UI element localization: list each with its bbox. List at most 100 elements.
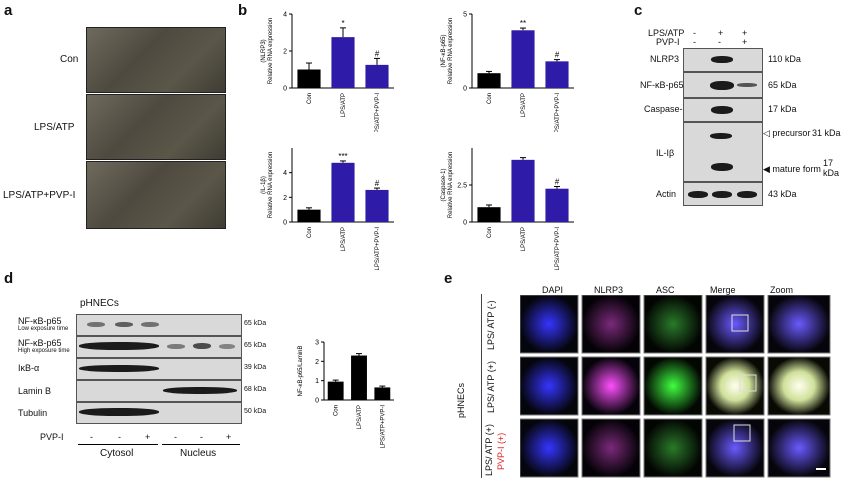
blot-label: NF-κB-p65	[18, 338, 62, 348]
bar	[365, 64, 389, 88]
bar	[365, 189, 389, 222]
panel-label-e: e	[444, 270, 453, 287]
y-tick-label: 0	[463, 220, 467, 227]
gene-label: (Caspase-1)	[441, 168, 447, 201]
y-axis-label: Relative RNA expression	[448, 18, 454, 84]
significance-mark: #	[555, 51, 560, 60]
x-tick-label: LPS/ATP+PVP-I	[375, 227, 381, 270]
blot-label: Lamin B	[18, 386, 52, 396]
x-tick-label: Con	[307, 227, 313, 238]
gene-label: (IL-1β)	[261, 176, 267, 194]
bar	[327, 381, 344, 400]
blot-sublabel: Low exposure time	[18, 326, 69, 332]
y-tick-label: 3	[315, 340, 319, 347]
sign: +	[742, 37, 748, 47]
y-axis-label: NF-κB-p65/LaminB	[298, 345, 304, 396]
x-tick-label: Con	[307, 93, 313, 104]
blot-label: IL-Iβ	[656, 148, 675, 158]
bar	[477, 73, 501, 88]
if-r1-nlrp3	[581, 295, 641, 354]
chart-b3: 0 2 4 Relative RNA expression(IL-1β) Con *** L…	[261, 148, 394, 270]
significance-mark: **	[520, 19, 526, 28]
y-tick-label: 1	[315, 378, 319, 385]
sign: -	[693, 28, 696, 38]
col-label-zoom: Zoom	[770, 285, 794, 295]
y-axis-label: Relative RNA expression	[448, 152, 454, 218]
col-label-asc: ASC	[656, 285, 675, 295]
x-tick-label: LPS/ATP	[341, 93, 347, 117]
bar	[297, 69, 321, 88]
row-label-3: LPS/ ATP (+)	[484, 424, 494, 476]
x-tick-label: LPS/ATP+PVP-I	[555, 93, 561, 132]
zoom-box	[731, 314, 749, 332]
if-r1-dapi	[520, 295, 579, 354]
bar	[511, 30, 535, 89]
x-tick-label: LPS/ATP+PVP-I	[375, 93, 381, 132]
x-tick-label: LPS/ATP	[521, 93, 527, 117]
bar	[297, 209, 321, 222]
bracket-nucleus	[162, 444, 240, 445]
blot-il1b	[683, 122, 763, 182]
bar	[374, 387, 391, 400]
kda-label: 39 kDa	[244, 364, 267, 371]
x-tick-label: LPS/ATP	[521, 227, 527, 251]
if-r2-nlrp3	[581, 356, 641, 416]
sign: +	[718, 28, 724, 38]
x-tick-label: LPS/ATP+PVP-I	[380, 405, 386, 449]
sign: -	[693, 37, 696, 47]
panel-label-a: a	[4, 2, 13, 19]
row-label-2: LPS/ ATP (+)	[486, 361, 496, 413]
blot-label: NLRP3	[650, 54, 680, 64]
sign: -	[90, 432, 93, 442]
blot-d-nfkb-low	[76, 314, 242, 336]
if-r1-asc	[643, 295, 703, 354]
y-tick-label: 0	[283, 220, 287, 227]
bar	[545, 188, 569, 222]
if-r3-asc	[643, 418, 703, 478]
bar	[351, 355, 367, 400]
significance-mark: *	[341, 19, 344, 28]
treat-label-lps: LPS/ATP	[648, 28, 685, 38]
blot-label: IκB-α	[18, 363, 40, 373]
sign: -	[174, 432, 177, 442]
kda-label: 65 kDa	[244, 342, 267, 349]
col-label-nlrp3: NLRP3	[594, 285, 624, 295]
blot-label: Actin	[656, 189, 677, 199]
y-tick-label: 2	[283, 49, 287, 56]
gene-label: (NLRP3)	[261, 39, 267, 62]
if-r3-merge	[705, 418, 765, 478]
bar	[545, 61, 569, 88]
if-r3-dapi	[520, 418, 579, 478]
treat-label-pvp: PVP-I	[656, 37, 680, 47]
blot-nfkb	[683, 72, 763, 98]
x-tick-label: Con	[334, 405, 340, 416]
col-label-dapi: DAPI	[542, 285, 564, 295]
blot-actin	[683, 182, 763, 206]
y-tick-label: 4	[283, 12, 287, 19]
mature-label: ◀ mature form	[763, 164, 821, 174]
bar	[331, 162, 355, 222]
row-label-3-pvp: PVP-I (+)	[496, 432, 506, 470]
if-r2-asc	[643, 356, 703, 416]
kda-label: 50 kDa	[244, 408, 267, 415]
kda-label: 110 kDa	[768, 54, 801, 64]
x-tick-label: Con	[487, 93, 493, 104]
kda-label: 17 kDa	[768, 104, 797, 114]
row-label-con: Con	[60, 54, 79, 65]
y-tick-label: 0	[283, 86, 287, 93]
y-tick-label: 5	[463, 12, 467, 19]
micrograph-lps-atp	[86, 94, 226, 160]
if-r1-merge	[705, 295, 765, 354]
kda-label: 65 kDa	[244, 320, 267, 327]
if-r2-merge	[705, 356, 765, 416]
x-tick-label: LPS/ATP	[341, 227, 347, 251]
blot-d-ikba	[76, 358, 242, 380]
bar	[511, 159, 535, 222]
y-tick-label: 2.5	[457, 183, 467, 190]
y-tick-label: 4	[283, 170, 287, 177]
significance-mark: #	[555, 177, 560, 186]
blot-d-laminb	[76, 380, 242, 402]
significance-mark: #	[375, 49, 380, 58]
blot-label: Tubulin	[18, 408, 48, 418]
